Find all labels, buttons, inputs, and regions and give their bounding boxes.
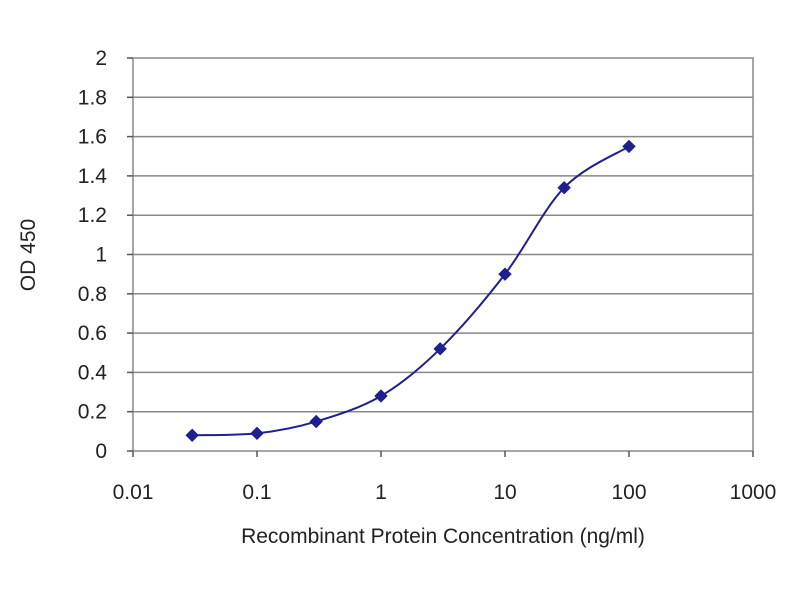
x-tick-label: 0.1 xyxy=(242,481,271,504)
y-tick-label: 0.4 xyxy=(78,361,108,384)
y-tick-label: 1 xyxy=(95,244,107,267)
x-tick-label: 10 xyxy=(493,481,516,504)
data-point xyxy=(622,139,636,154)
y-tick-label: 1.8 xyxy=(78,86,107,109)
tick-labels: 0 0.2 0.4 0.6 0.8 1 1.2 1.4 1.6 1.8 2 0.01 0.1 1 10 100… xyxy=(78,47,777,504)
x-axis-label: Recombinant Protein Concentration (ng/ml… xyxy=(241,525,645,548)
y-tick-label: 0.2 xyxy=(78,401,107,424)
y-tick-label: 0.6 xyxy=(78,322,107,345)
series-group xyxy=(185,139,636,442)
data-point xyxy=(433,342,447,356)
series-line xyxy=(192,145,630,437)
grid-lines xyxy=(133,96,753,413)
y-axis-label: OD 450 xyxy=(17,219,40,291)
y-tick-label: 0.8 xyxy=(78,283,107,306)
y-tick-label: 0 xyxy=(95,440,107,463)
data-point xyxy=(374,389,388,403)
x-tick-label: 1 xyxy=(375,481,387,504)
y-tick-label: 1.4 xyxy=(78,165,108,188)
x-tick-label: 100 xyxy=(611,481,646,504)
y-tick-label: 1.2 xyxy=(78,204,107,227)
x-tick-label: 0.01 xyxy=(113,481,154,504)
data-point xyxy=(250,426,264,441)
data-point xyxy=(557,180,571,195)
data-point xyxy=(309,414,323,429)
y-tick-label: 2 xyxy=(95,47,107,70)
x-tick-label: 1000 xyxy=(730,481,777,504)
axes xyxy=(127,57,754,457)
data-point xyxy=(498,267,512,281)
data-point xyxy=(185,428,199,442)
y-tick-label: 1.6 xyxy=(78,126,107,149)
